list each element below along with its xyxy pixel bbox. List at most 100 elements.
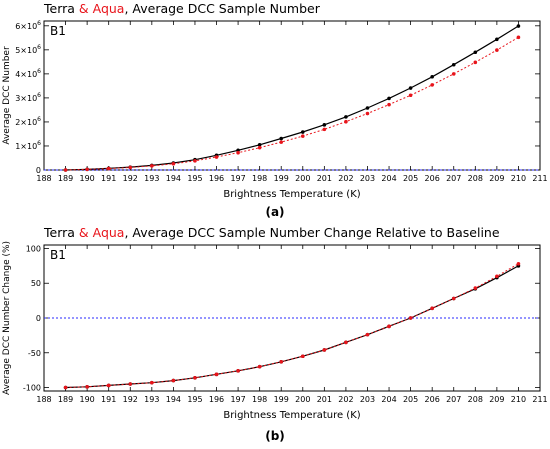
x-tick-label: 190 — [79, 395, 94, 404]
data-point-terra — [365, 106, 370, 110]
x-tick-label: 189 — [58, 395, 73, 404]
data-point-aqua — [106, 166, 111, 171]
x-tick-label: 201 — [317, 395, 332, 404]
y-tick-label-base: 5×10 — [15, 46, 37, 55]
y-tick-label-exponent: 6 — [37, 68, 41, 75]
y-tick-label: 0 — [36, 314, 41, 323]
y-tick-label-base: 4×10 — [15, 70, 37, 79]
series-line-aqua — [65, 36, 519, 171]
data-point-aqua — [128, 165, 133, 170]
x-tick-label: 192 — [123, 395, 138, 404]
data-point-aqua — [236, 150, 240, 155]
data-point-aqua — [473, 286, 478, 290]
data-point-terra — [257, 142, 262, 147]
data-point-aqua — [430, 306, 434, 311]
data-point-terra — [516, 24, 521, 28]
x-tick-label: 202 — [338, 395, 353, 404]
data-point-aqua — [495, 48, 499, 52]
x-tick-label: 199 — [274, 174, 289, 183]
chart-title-red: & Aqua — [75, 1, 125, 16]
data-point-aqua — [387, 102, 391, 107]
chart-title-suffix: , Average DCC Sample Number — [124, 1, 320, 16]
chart-title-prefix: Terra — [43, 225, 75, 240]
y-tick-label-base: 50 — [31, 279, 41, 288]
y-tick-label-exponent: 6 — [37, 44, 41, 51]
x-tick-label: 193 — [144, 395, 159, 404]
y-tick-label: -100 — [23, 384, 41, 393]
data-point-aqua — [214, 372, 219, 377]
data-point-aqua — [279, 140, 284, 144]
data-point-terra — [279, 136, 284, 141]
data-point-aqua — [408, 316, 413, 320]
x-tick-label: 196 — [209, 174, 224, 183]
data-point-aqua — [257, 364, 262, 369]
data-point-aqua — [516, 261, 521, 266]
data-point-aqua — [63, 385, 68, 390]
y-tick-label-base: 1×10 — [15, 142, 37, 151]
x-tick-label: 188 — [36, 395, 51, 404]
plot-frame — [43, 20, 541, 171]
x-tick-label: 198 — [252, 395, 267, 404]
y-tick-label: 0 — [36, 166, 41, 175]
y-axis-label: Average DCC Number — [2, 46, 12, 145]
data-point-aqua — [495, 274, 499, 279]
y-tick-label: 3×106 — [15, 92, 41, 103]
data-point-aqua — [300, 134, 305, 138]
x-tick-label: 208 — [468, 174, 483, 183]
panel-label: B1 — [50, 24, 66, 38]
data-point-aqua — [171, 161, 176, 166]
y-tick-label: 6×106 — [15, 20, 41, 31]
data-point-terra — [451, 62, 456, 67]
x-tick-label: 197 — [230, 395, 245, 404]
data-point-aqua — [344, 119, 348, 124]
y-tick-label: 50 — [31, 279, 41, 288]
x-tick-label: 203 — [360, 395, 375, 404]
y-tick-label: -50 — [28, 349, 41, 358]
data-point-aqua — [279, 360, 284, 364]
x-tick-label: 209 — [489, 174, 504, 183]
chart-title-red: & Aqua — [75, 225, 125, 240]
chart-title-suffix: , Average DCC Sample Number Change Relat… — [124, 225, 499, 240]
data-point-terra — [344, 115, 348, 119]
data-point-aqua — [128, 382, 133, 386]
y-tick-label-base: 2×10 — [15, 118, 37, 127]
x-tick-label: 200 — [295, 174, 310, 183]
x-tick-label: 195 — [187, 395, 202, 404]
data-point-aqua — [150, 164, 154, 168]
data-point-aqua — [193, 375, 197, 380]
y-tick-label-exponent: 6 — [37, 140, 41, 147]
x-tick-label: 196 — [209, 395, 224, 404]
data-point-terra — [430, 74, 434, 79]
x-tick-label: 193 — [144, 174, 159, 183]
data-point-aqua — [322, 127, 327, 132]
data-point-aqua — [214, 155, 219, 159]
data-point-aqua — [106, 383, 111, 388]
x-tick-label: 190 — [79, 174, 94, 183]
y-tick-label-base: 0 — [36, 166, 41, 175]
x-tick-label: 211 — [532, 395, 547, 404]
data-point-aqua — [451, 72, 456, 76]
x-tick-label: 207 — [446, 174, 461, 183]
x-tick-label: 206 — [425, 395, 440, 404]
x-tick-label: 191 — [101, 174, 116, 183]
figure-caption: (a) — [265, 205, 284, 219]
data-point-aqua — [322, 348, 327, 352]
y-tick-label-base: -100 — [23, 384, 41, 393]
x-tick-label: 191 — [101, 395, 116, 404]
panel-label: B1 — [50, 248, 66, 262]
chart-title: Terra & Aqua, Average DCC Sample Number — [43, 1, 321, 16]
data-point-terra — [387, 96, 391, 101]
data-point-aqua — [300, 354, 305, 359]
data-point-aqua — [451, 296, 456, 301]
data-point-aqua — [150, 380, 154, 385]
data-point-aqua — [473, 60, 478, 65]
x-tick-label: 210 — [511, 174, 526, 183]
y-axis-label: Average DCC Number Change (%) — [2, 241, 12, 395]
data-point-aqua — [516, 35, 521, 40]
data-point-aqua — [430, 83, 434, 87]
x-tick-label: 201 — [317, 174, 332, 183]
data-point-aqua — [257, 145, 262, 150]
data-point-aqua — [193, 159, 197, 163]
data-point-aqua — [344, 340, 348, 345]
x-tick-label: 211 — [532, 174, 547, 183]
